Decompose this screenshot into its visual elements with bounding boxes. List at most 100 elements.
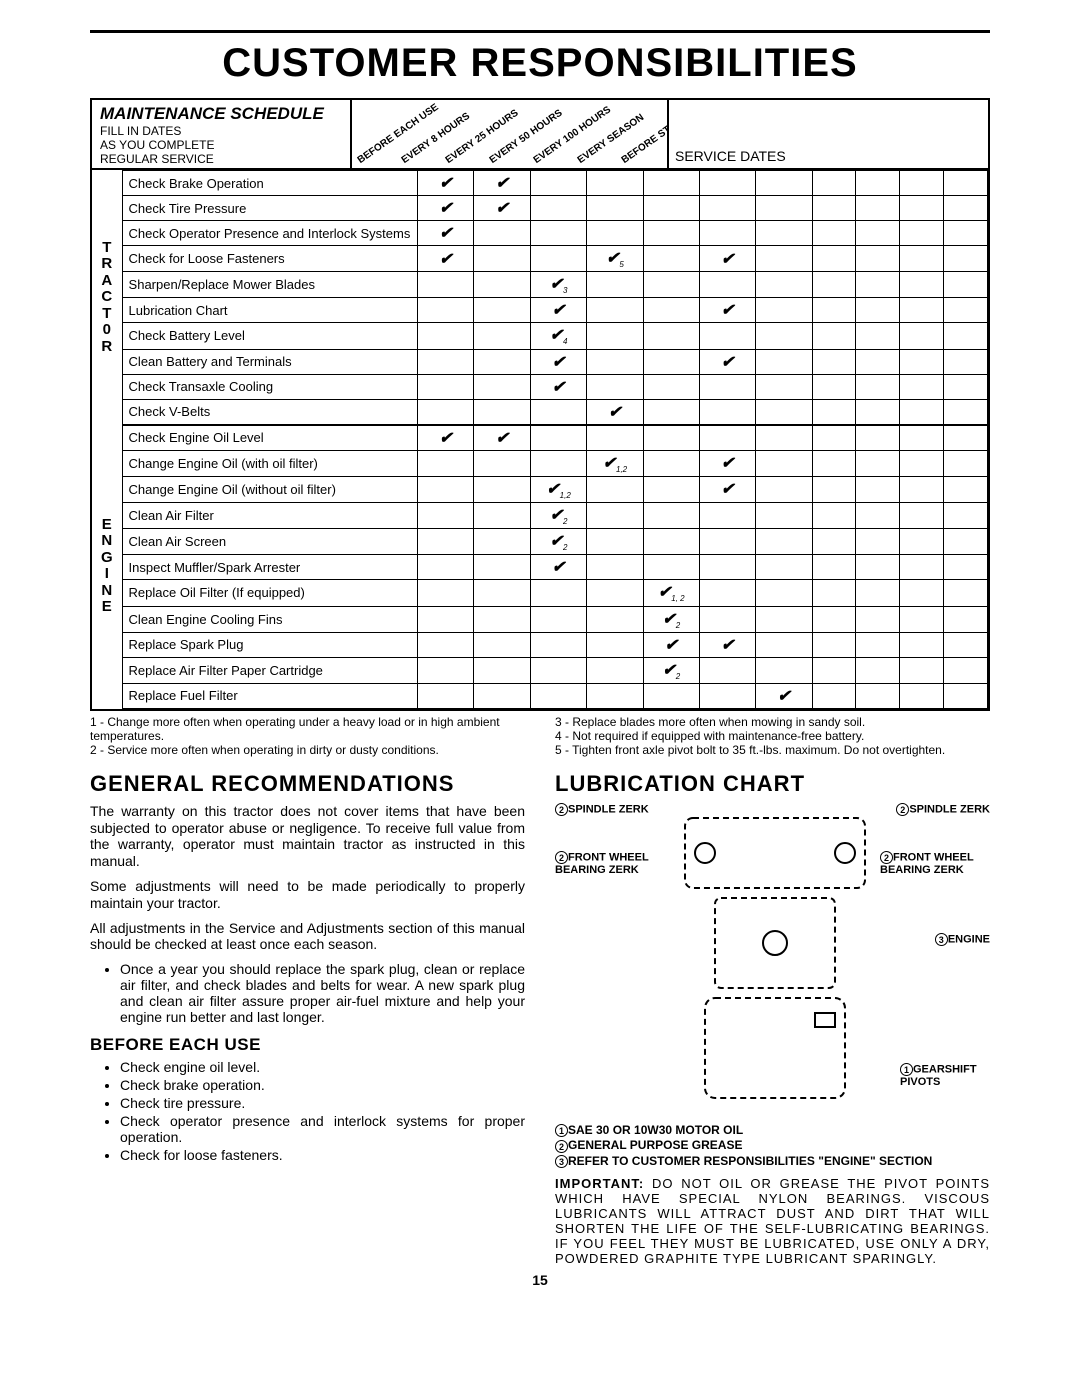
check-cell [643, 246, 699, 272]
schedule-footnotes: 1 - Change more often when operating und… [90, 715, 990, 757]
check-cell [587, 529, 643, 555]
service-date-cell [900, 298, 944, 323]
service-date-cell [856, 221, 900, 246]
task-cell: Clean Air Filter [122, 502, 418, 528]
service-date-cell [812, 683, 856, 708]
check-cell [756, 529, 812, 555]
check-cell [587, 606, 643, 632]
service-date-cell [856, 425, 900, 451]
check-cell [587, 555, 643, 580]
check-cell: ✔ [418, 246, 474, 272]
check-cell [699, 171, 755, 196]
service-date-cell [900, 374, 944, 399]
check-cell [699, 374, 755, 399]
before-item: Check engine oil level. [120, 1059, 525, 1075]
check-cell: ✔ [530, 349, 586, 374]
before-item: Check operator presence and interlock sy… [120, 1113, 525, 1145]
check-cell [587, 349, 643, 374]
service-date-cell [812, 196, 856, 221]
check-cell [474, 298, 530, 323]
check-cell: ✔ [418, 196, 474, 221]
service-date-cell [856, 606, 900, 632]
check-cell [474, 580, 530, 606]
check-cell [699, 606, 755, 632]
service-date-cell [944, 580, 988, 606]
service-date-cell [944, 555, 988, 580]
check-cell [587, 632, 643, 657]
service-date-cell [900, 502, 944, 528]
service-date-cell [812, 502, 856, 528]
check-cell: ✔ [699, 450, 755, 476]
check-cell [418, 374, 474, 399]
service-date-cell [944, 196, 988, 221]
service-date-cell [944, 349, 988, 374]
service-date-cell [944, 606, 988, 632]
check-cell: ✔ [699, 246, 755, 272]
service-date-cell [812, 529, 856, 555]
service-date-cell [944, 298, 988, 323]
check-cell [474, 657, 530, 683]
check-cell [474, 272, 530, 298]
service-date-cell [900, 323, 944, 349]
task-cell: Check Engine Oil Level [122, 425, 418, 451]
check-cell [756, 555, 812, 580]
service-date-cell [944, 221, 988, 246]
check-cell [643, 323, 699, 349]
task-cell: Change Engine Oil (with oil filter) [122, 450, 418, 476]
check-cell [699, 221, 755, 246]
check-cell [756, 502, 812, 528]
check-cell [474, 450, 530, 476]
check-cell [474, 632, 530, 657]
task-cell: Clean Engine Cooling Fins [122, 606, 418, 632]
check-cell [418, 502, 474, 528]
service-date-cell [812, 323, 856, 349]
service-date-cell [812, 272, 856, 298]
lube-important-note: IMPORTANT: DO NOT OIL OR GREASE THE PIVO… [555, 1176, 990, 1266]
check-cell [756, 632, 812, 657]
check-cell [474, 529, 530, 555]
check-cell [643, 683, 699, 708]
check-cell [643, 502, 699, 528]
check-cell [530, 221, 586, 246]
service-date-cell [900, 555, 944, 580]
task-cell: Replace Fuel Filter [122, 683, 418, 708]
check-cell: ✔ [530, 555, 586, 580]
check-cell [643, 529, 699, 555]
check-cell [587, 683, 643, 708]
page-title: CUSTOMER RESPONSIBILITIES [90, 41, 990, 86]
check-cell [587, 425, 643, 451]
check-cell [587, 298, 643, 323]
check-cell: ✔2 [643, 657, 699, 683]
check-cell: ✔ [699, 349, 755, 374]
check-cell [474, 399, 530, 425]
check-cell [474, 476, 530, 502]
task-cell: Replace Oil Filter (If equipped) [122, 580, 418, 606]
task-cell: Change Engine Oil (without oil filter) [122, 476, 418, 502]
check-cell [756, 580, 812, 606]
maintenance-schedule: MAINTENANCE SCHEDULE FILL IN DATES AS YO… [90, 98, 990, 711]
check-cell [587, 502, 643, 528]
check-cell [699, 272, 755, 298]
service-date-cell [856, 196, 900, 221]
check-cell [587, 323, 643, 349]
check-cell [587, 221, 643, 246]
task-cell: Check for Loose Fasteners [122, 246, 418, 272]
check-cell: ✔ [418, 171, 474, 196]
task-cell: Replace Spark Plug [122, 632, 418, 657]
before-list: Check engine oil level.Check brake opera… [90, 1059, 525, 1163]
service-date-cell [900, 529, 944, 555]
check-cell [699, 399, 755, 425]
service-date-cell [856, 580, 900, 606]
check-cell [474, 683, 530, 708]
check-cell [699, 502, 755, 528]
service-date-cell [944, 323, 988, 349]
check-cell [756, 246, 812, 272]
service-date-cell [856, 529, 900, 555]
check-cell [756, 349, 812, 374]
service-date-cell [900, 632, 944, 657]
check-cell [530, 425, 586, 451]
check-cell [756, 272, 812, 298]
service-date-cell [812, 606, 856, 632]
task-cell: Inspect Muffler/Spark Arrester [122, 555, 418, 580]
service-date-cell [812, 632, 856, 657]
